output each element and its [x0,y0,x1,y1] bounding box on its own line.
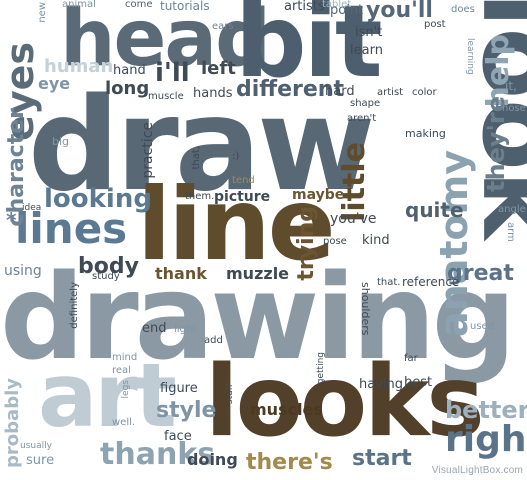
word-learn: learn [350,43,383,58]
word-thank: thank [155,264,207,283]
word-muzzle: muzzle [226,264,290,283]
word-well: well. [112,417,136,428]
word-real: real [112,365,131,376]
word-lines: lines [15,204,128,253]
word-style: style [156,398,217,423]
word-there-s: there's [246,450,333,475]
word-add: add [204,335,223,346]
word-reference: reference [402,275,460,289]
word-picture: picture [214,189,271,205]
word-making: making [405,127,446,140]
word-that-2: that. [377,277,401,288]
word-left: left [201,58,236,79]
word-tend: tend [232,175,255,186]
word-body: body [78,254,139,279]
word-new: new [37,2,48,23]
word-head: head [60,0,271,84]
word-shape: shape [350,98,381,109]
word-usually: usually [20,441,52,451]
word-looking: looking [44,184,152,214]
word-getting: getting [316,352,326,385]
word-eye: eye [38,74,71,93]
word-light: light [174,324,197,335]
word-long: long [105,78,150,99]
word-muscle: muscle [148,91,184,102]
word-study: study [92,271,120,282]
word-maybe: maybe [292,187,345,203]
word-ears: ears [212,21,234,32]
word-hands: hands [193,86,233,101]
word-smile: :) [232,151,240,162]
word-end: end [142,321,167,336]
word-having: having [359,377,404,392]
word-it: it, [505,79,517,93]
word-practice: practice [140,122,156,179]
word-them: them. [185,191,215,202]
word-tutorials: tutorials [160,0,210,13]
word-idea: idea [22,203,42,213]
word-pose: pose [323,236,347,247]
word-hand: hand [113,63,146,78]
word-used: used [470,321,495,332]
word-start: start [352,446,412,471]
word-right: right [445,419,527,460]
word-art: art [38,344,177,447]
word-star: * [6,208,17,232]
word-shoulders: shoulders [359,282,372,336]
word-you-ll: you'll [366,0,433,23]
word-using: using [4,263,42,279]
word-artist: artist [377,87,404,98]
word-that-1: that, [191,146,202,170]
word-human: human [44,56,114,77]
word-far: far [404,353,418,364]
word-nose: nose [502,103,526,114]
word-figure: figure [160,381,198,396]
word-bit: bit [235,0,383,100]
word-animal: animal [62,0,96,10]
word-hard: hard [325,84,355,99]
word-post: post [424,19,446,30]
word-doing: doing [187,450,238,469]
word-big: big [52,135,70,148]
word-i-ll: i'll [155,58,190,88]
word-quite: quite [405,198,464,222]
word-aren-t: aren't [347,113,377,124]
word-definitely: definitely [69,282,80,329]
word-mind: mind [112,352,138,363]
word-drawing: drawing [0,248,516,386]
word-color: color [412,87,437,98]
word-different: different [236,77,344,102]
word-great: great [447,261,514,286]
word-better: better [445,396,527,424]
word-stuff: stuff [225,384,235,405]
word-point: point [330,3,364,18]
word-learning: learning [465,38,475,75]
word-little: little [337,142,372,222]
word-trying: trying [294,206,319,281]
word-thanks: thanks [100,437,216,472]
word-kind: kind [362,233,390,248]
word-best: best [404,375,433,390]
word-line: line [137,166,336,283]
word-anatomy: anatomy [432,150,476,337]
word-looks: looks [205,345,485,459]
word-face: face [164,429,192,444]
word-tablet: tablet [322,0,352,10]
word-probably: probably [2,378,23,468]
word-legs: legs [121,380,131,399]
word-isn-t: isn't [355,25,383,40]
word-artists: artists [284,0,325,14]
word-muscles: muscles [250,400,323,419]
word-sure: sure [26,453,55,468]
word-arm: arm [505,222,516,242]
word-come: come [125,0,153,10]
word-angle: angle [498,204,526,215]
watermark: VisualLightBox.com [431,465,523,476]
word-you-ve: you've [330,211,377,227]
word-draw: draw [28,71,375,220]
word-does: does [451,4,475,15]
